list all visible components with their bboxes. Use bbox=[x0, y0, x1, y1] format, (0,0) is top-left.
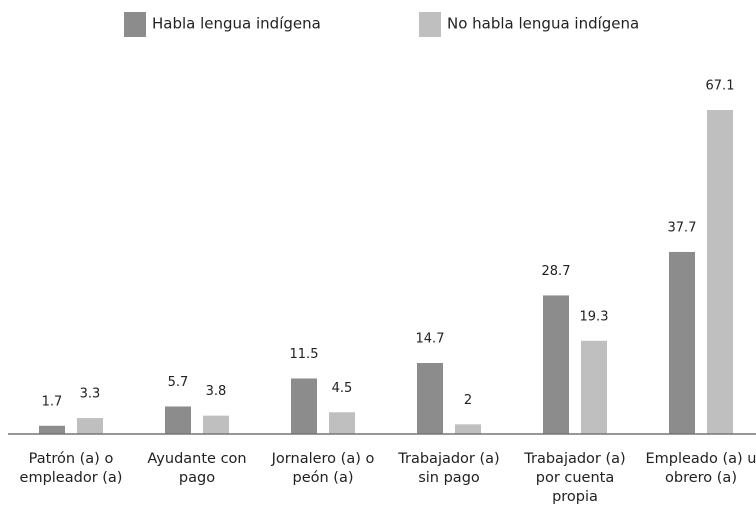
data-label: 67.1 bbox=[706, 79, 735, 94]
bar bbox=[291, 378, 317, 434]
data-label: 37.7 bbox=[668, 220, 697, 235]
bar bbox=[455, 424, 481, 434]
bar bbox=[669, 251, 695, 434]
data-label: 14.7 bbox=[416, 332, 445, 347]
bar bbox=[77, 418, 103, 434]
x-tick-label: Trabajador (a) por cuenta propia bbox=[524, 451, 626, 505]
bar bbox=[39, 425, 65, 434]
bar bbox=[165, 406, 191, 434]
data-label: 11.5 bbox=[290, 347, 319, 362]
legend-swatch bbox=[124, 12, 146, 37]
x-tick-label: Ayudante con pago bbox=[147, 451, 247, 486]
x-tick-label: Jornalero (a) o peón (a) bbox=[271, 451, 375, 486]
bar bbox=[329, 412, 355, 434]
data-label: 5.7 bbox=[168, 375, 189, 390]
data-label: 28.7 bbox=[542, 264, 571, 279]
bar bbox=[203, 415, 229, 434]
x-tick-label: Trabajador (a) sin pago bbox=[398, 451, 500, 486]
bar bbox=[707, 110, 733, 434]
bar bbox=[581, 340, 607, 434]
data-label: 3.8 bbox=[206, 384, 227, 399]
data-label: 1.7 bbox=[42, 394, 63, 409]
bar bbox=[543, 295, 569, 434]
bar bbox=[417, 363, 443, 434]
legend-label: No habla lengua indígena bbox=[447, 15, 639, 33]
x-tick-label: Empleado (a) u obrero (a) bbox=[645, 451, 756, 486]
data-label: 3.3 bbox=[80, 387, 101, 402]
data-label: 19.3 bbox=[580, 309, 609, 324]
data-label: 4.5 bbox=[332, 381, 353, 396]
x-tick-label: Patrón (a) o empleador (a) bbox=[19, 451, 123, 486]
legend-swatch bbox=[419, 12, 441, 37]
legend-label: Habla lengua indígena bbox=[152, 15, 321, 33]
data-label: 2 bbox=[464, 393, 472, 408]
